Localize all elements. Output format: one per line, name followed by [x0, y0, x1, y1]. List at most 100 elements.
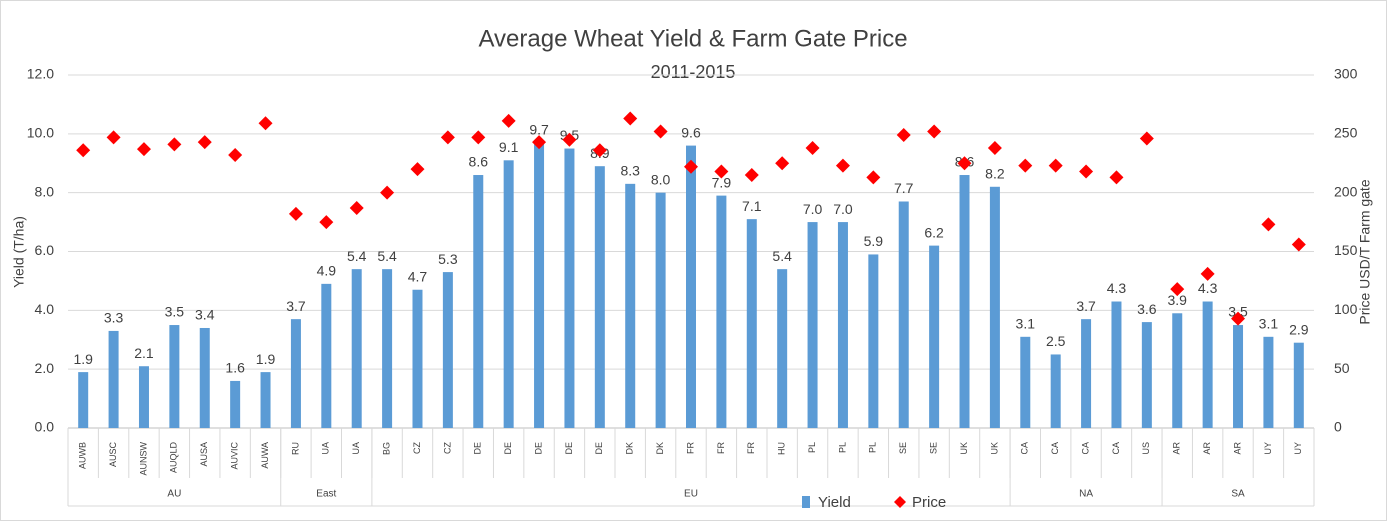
x-tick-label: FR	[685, 442, 695, 454]
legend-label: Yield	[818, 494, 851, 511]
value-label: 5.4	[347, 248, 367, 264]
value-label: 9.6	[681, 124, 701, 140]
price-marker	[1200, 266, 1215, 281]
x-tick-label: UK	[989, 442, 999, 455]
x-tick-label: AR	[1232, 442, 1242, 455]
price-marker	[532, 135, 547, 150]
price-marker	[927, 124, 942, 139]
price-marker	[501, 113, 516, 128]
y2-tick-label: 150	[1334, 242, 1358, 258]
price-marker	[957, 156, 972, 171]
bar	[382, 269, 393, 428]
bar	[108, 330, 119, 428]
x-tick-label: UA	[351, 442, 361, 455]
y2-tick-label: 250	[1334, 125, 1358, 141]
value-label: 3.7	[286, 298, 306, 314]
value-label: 3.1	[1259, 316, 1279, 332]
x-tick-label: FR	[716, 442, 726, 454]
price-marker	[349, 200, 364, 215]
legend-swatch	[802, 496, 810, 508]
price-marker	[1139, 131, 1154, 146]
price-marker	[835, 158, 850, 173]
price-marker	[1109, 170, 1124, 185]
legend-swatch	[894, 496, 906, 508]
price-marker	[471, 130, 486, 145]
price-marker	[136, 142, 151, 157]
value-label: 4.7	[408, 268, 428, 284]
value-label: 5.3	[438, 251, 458, 267]
price-marker	[987, 140, 1002, 155]
price-marker	[1079, 164, 1094, 179]
chart-title: Average Wheat Yield & Farm Gate Price	[478, 25, 907, 52]
bar	[1293, 342, 1304, 428]
value-label: 8.0	[651, 171, 671, 187]
x-tick-label: CA	[1111, 442, 1121, 455]
price-marker	[76, 143, 91, 158]
bar	[321, 283, 332, 428]
x-tick-label: DE	[564, 442, 574, 455]
y2-tick-label: 200	[1334, 183, 1358, 199]
price-marker	[562, 132, 577, 147]
value-label: 4.3	[1107, 280, 1127, 296]
x-tick-label: BG	[381, 442, 391, 455]
value-label: 6.2	[924, 224, 944, 240]
y-tick-label: 12.0	[27, 66, 54, 82]
bar	[351, 269, 362, 428]
price-marker	[1048, 158, 1063, 173]
price-marker	[805, 140, 820, 155]
value-label: 7.9	[712, 174, 732, 190]
value-label: 7.0	[803, 201, 823, 217]
y2-tick-label: 50	[1334, 360, 1350, 376]
bar	[230, 380, 241, 428]
x-tick-label: FR	[746, 442, 756, 454]
value-label: 7.7	[894, 180, 914, 196]
x-tick-label: CA	[1050, 442, 1060, 455]
y-tick-label: 8.0	[35, 183, 55, 199]
price-marker	[288, 206, 303, 221]
chart-subtitle: 2011-2015	[651, 62, 736, 82]
x-tick-label: UY	[1263, 442, 1273, 455]
x-tick-label: AUWA	[260, 442, 270, 469]
bar	[1172, 313, 1183, 428]
x-tick-label: AUQLD	[169, 442, 179, 474]
bar	[989, 186, 1000, 428]
value-label: 5.4	[377, 248, 397, 264]
value-label: 7.0	[833, 201, 853, 217]
price-marker	[1291, 237, 1306, 252]
price-marker	[744, 168, 759, 183]
x-tick-label: CZ	[412, 442, 422, 454]
value-label: 1.9	[256, 351, 276, 367]
value-label: 2.9	[1289, 321, 1309, 337]
price-marker	[258, 116, 273, 131]
price-marker	[653, 124, 668, 139]
bar	[503, 160, 514, 428]
bar	[1020, 336, 1031, 428]
price-marker	[1018, 158, 1033, 173]
x-tick-label: PL	[868, 442, 878, 453]
bar	[594, 166, 605, 429]
price-marker	[319, 215, 334, 230]
x-tick-label: US	[1141, 442, 1151, 455]
price-marker	[440, 130, 455, 145]
value-label: 4.3	[1198, 280, 1218, 296]
value-label: 3.6	[1137, 301, 1157, 317]
bar	[442, 272, 453, 428]
price-marker	[1261, 217, 1276, 232]
value-label: 5.9	[864, 233, 884, 249]
bar	[1202, 301, 1213, 428]
bar	[898, 201, 909, 428]
x-tick-label: SE	[928, 442, 938, 454]
group-label: EU	[684, 489, 698, 500]
group-label: East	[316, 489, 336, 500]
x-tick-label: CA	[1020, 442, 1030, 455]
bar	[807, 222, 818, 428]
value-label: 4.9	[317, 263, 337, 279]
x-tick-label: PL	[807, 442, 817, 453]
x-tick-label: AUSC	[108, 442, 118, 468]
y2-axis-label: Price USD/T Farm gate	[1357, 179, 1373, 324]
y-tick-label: 2.0	[35, 360, 55, 376]
legend-label: Price	[912, 494, 946, 511]
x-tick-label: HU	[777, 442, 787, 455]
price-marker	[228, 148, 243, 163]
